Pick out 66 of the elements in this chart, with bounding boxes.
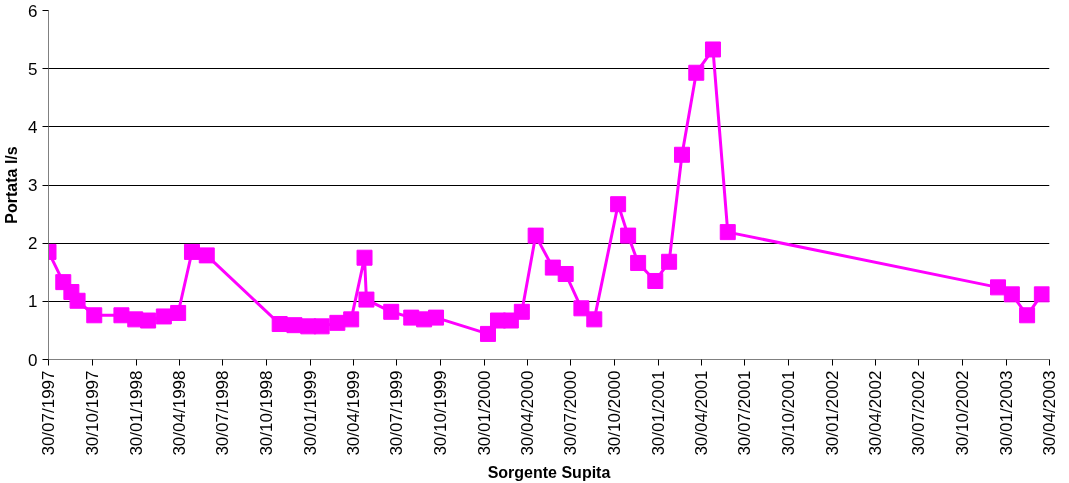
x-tick-label: 30/04/1998 [169,370,189,456]
point [69,292,86,309]
y-tick-label: 6 [28,1,38,21]
point [356,249,373,266]
point [688,64,705,81]
point [383,303,400,320]
x-tick-label: 30/01/2002 [823,370,843,456]
x-tick-label: 30/10/1998 [256,370,276,456]
point [155,308,172,325]
point [704,41,721,58]
y-tick-label: 4 [28,117,38,137]
x-tick-label: 30/04/2002 [866,370,886,456]
x-tick-label: 30/07/1998 [212,370,232,456]
x-tick-label: 30/01/2001 [649,370,669,456]
point [198,247,215,264]
x-tick-label: 30/10/1999 [430,370,450,456]
y-axis-title: Portata l/s [3,146,21,224]
x-tick-label: 30/07/2002 [909,370,929,456]
y-tick-label: 5 [28,59,38,79]
point [479,325,496,342]
y-tick-label: 3 [28,176,38,195]
point [586,311,603,328]
point [990,279,1007,296]
x-tick-label: 30/04/1999 [343,370,363,456]
point [358,291,375,308]
y-tick-label: 2 [28,234,38,254]
point [620,227,637,244]
point [1003,286,1020,303]
point [557,265,574,282]
x-tick-label: 30/04/2000 [518,370,538,456]
y-tick-label: 1 [28,292,38,312]
x-tick-label: 30/01/1998 [126,370,146,456]
point [1019,307,1036,324]
point [183,243,200,260]
y-tick-label: 0 [28,350,38,370]
x-tick-label: 30/04/2001 [692,370,712,456]
point [630,254,647,271]
x-tick-label: 30/10/2000 [605,370,625,456]
x-tick-label: 30/10/2001 [779,370,799,456]
x-tick-label: 30/10/2002 [953,370,973,456]
x-tick-label: 30/10/1997 [82,370,102,456]
x-tick-label: 30/01/2003 [997,370,1017,456]
point [513,303,530,320]
point [428,309,445,326]
point [527,227,544,244]
point [661,253,678,270]
x-tick-label: 30/07/1999 [386,370,406,456]
point [313,318,330,335]
point [170,304,187,321]
x-tick-label: 30/07/2000 [561,370,581,456]
point [610,196,627,213]
point [140,312,157,329]
point [719,224,736,241]
x-tick-label: 30/01/2000 [474,370,494,456]
point [86,307,103,324]
x-tick-label: 30/04/2003 [1040,370,1059,456]
x-tick-label: 30/07/1997 [39,370,58,456]
point [343,311,360,328]
x-tick-label: 30/01/1999 [300,370,320,456]
point [647,272,664,289]
point [1033,286,1050,303]
x-tick-label: 30/07/2001 [735,370,755,456]
point [673,146,690,163]
point [573,300,590,317]
x-axis-title: Sorgente Supita [487,463,611,481]
point [544,259,561,276]
